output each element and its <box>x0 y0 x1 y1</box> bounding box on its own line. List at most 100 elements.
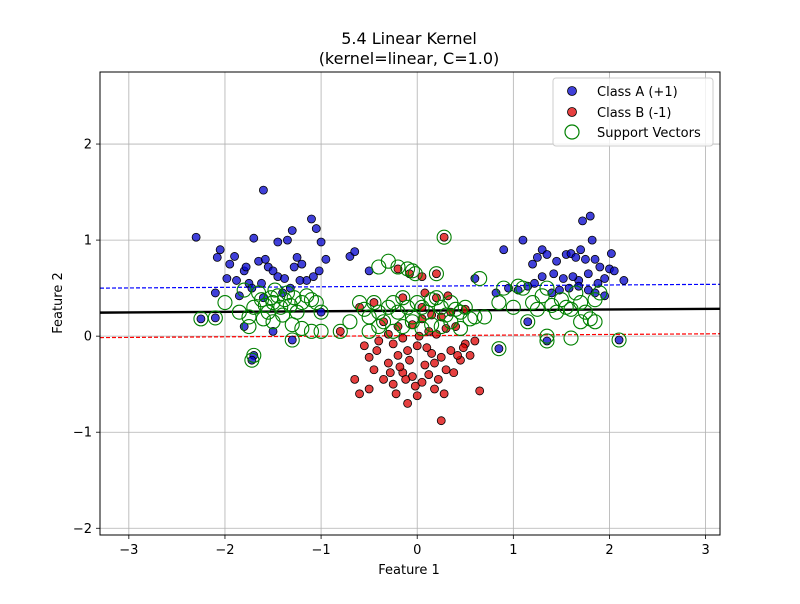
support-vector-point <box>414 320 430 337</box>
support-vector-point <box>231 304 247 320</box>
class-a-point <box>283 235 292 245</box>
class-b-point <box>430 358 439 368</box>
class-a-point <box>287 335 297 345</box>
support-vector-point <box>395 319 411 335</box>
support-vector-point <box>539 280 555 296</box>
class-a-point <box>609 266 619 276</box>
class-b-point <box>449 368 459 378</box>
class-a-point <box>297 259 307 269</box>
support-vector-point <box>244 352 260 368</box>
class-b-point <box>335 326 345 336</box>
support-vector-point <box>404 263 420 279</box>
support-vector-point <box>395 290 411 306</box>
class-a-point <box>583 269 593 279</box>
class-b-point <box>420 288 430 298</box>
support-vector-point <box>265 314 281 330</box>
class-a-point <box>581 254 590 264</box>
support-vector-point <box>390 304 406 320</box>
class-b-point <box>475 386 485 396</box>
class-b-point <box>393 264 403 274</box>
class-b-point <box>446 346 456 355</box>
class-a-point <box>268 266 278 276</box>
class-a-point <box>600 274 610 283</box>
class-b-point <box>393 350 403 360</box>
y-tick-label: 0 <box>84 330 92 345</box>
support-vector-point <box>467 309 483 325</box>
class-a-point <box>196 314 206 324</box>
support-vector-point <box>424 317 440 333</box>
support-vector-point <box>241 319 257 335</box>
class-a-point <box>321 254 331 264</box>
class-b-point <box>458 343 468 353</box>
class-a-point <box>259 185 268 195</box>
x-tick-label: −1 <box>311 543 330 558</box>
class-a-point <box>499 245 509 255</box>
x-tick-label: 0 <box>413 543 421 558</box>
support-vector-point <box>404 309 420 325</box>
class-b-point <box>439 232 449 242</box>
margin-line-positive <box>100 283 720 289</box>
class-a-point <box>537 272 547 282</box>
support-vector-point <box>491 294 507 311</box>
support-vector-point <box>428 266 444 282</box>
support-vector-point <box>587 314 603 330</box>
class-a-point <box>532 252 542 262</box>
class-b-point <box>432 269 441 279</box>
x-tick-label: 2 <box>605 543 613 558</box>
class-a-point <box>578 216 587 226</box>
class-b-point <box>436 352 446 362</box>
class-a-point <box>590 254 600 264</box>
class-b-point <box>412 391 422 401</box>
class-a-point <box>542 336 552 346</box>
class-b-point <box>403 399 412 408</box>
class-b-point <box>405 355 414 365</box>
support-vector-point <box>390 259 406 275</box>
support-vector-point <box>284 332 300 348</box>
margin-line-negative <box>100 333 720 339</box>
support-vector-point <box>515 280 531 296</box>
support-vector-point <box>496 280 512 296</box>
class-a-point <box>280 274 289 283</box>
support-vector-point <box>303 292 320 308</box>
support-vector-point <box>582 311 598 327</box>
support-vector-point <box>342 314 358 330</box>
class-a-point <box>494 344 504 354</box>
chart-title: 5.4 Linear Kernel <box>341 29 477 48</box>
grid <box>100 72 720 535</box>
class-a-point <box>191 232 201 242</box>
support-vector-point <box>452 320 469 337</box>
class-b-point <box>430 384 439 394</box>
support-vector-point <box>472 270 488 287</box>
class-b-point <box>372 346 382 355</box>
class-a-point <box>585 211 595 221</box>
class-a-point <box>587 235 597 245</box>
class-a-point <box>595 262 605 272</box>
legend-label-class-b: Class B (-1) <box>597 106 672 121</box>
y-tick-label: 2 <box>84 138 92 153</box>
support-vector-point <box>433 299 449 315</box>
class-b-point <box>433 374 443 384</box>
support-vector-point <box>491 341 507 357</box>
class-a-point <box>249 233 259 243</box>
class-a-point <box>210 288 220 298</box>
class-a-point <box>491 288 501 298</box>
class-a-point <box>295 276 305 285</box>
x-tick-label: 1 <box>509 543 517 558</box>
support-vector-point <box>236 282 252 298</box>
support-vector-point <box>505 299 521 315</box>
class-b-point <box>420 360 430 370</box>
support-vector-point <box>573 294 589 311</box>
class-a-point <box>568 272 578 282</box>
class-b-point <box>364 384 374 394</box>
support-vector-point <box>407 266 423 282</box>
support-vector-point <box>380 253 396 269</box>
class-a-point <box>606 249 616 258</box>
class-b-point <box>403 346 412 355</box>
class-a-point <box>292 252 302 262</box>
legend-box <box>552 77 714 147</box>
class-a-point <box>549 269 559 279</box>
class-b-point <box>385 368 395 378</box>
support-vector-point <box>294 320 310 337</box>
support-vector-point <box>371 319 387 335</box>
